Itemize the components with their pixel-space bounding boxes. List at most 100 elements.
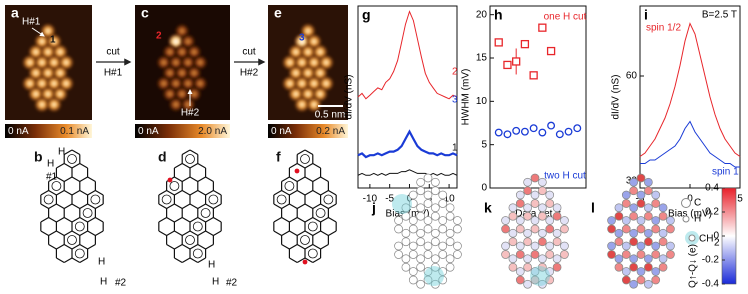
- atom: [445, 203, 455, 213]
- bond: [189, 203, 199, 210]
- atom: [607, 216, 616, 225]
- bond: [328, 216, 337, 223]
- bond: [79, 203, 88, 210]
- atom: [552, 228, 562, 238]
- atom: [508, 211, 518, 221]
- aromatic-ring: [67, 154, 77, 164]
- bond: [181, 216, 191, 223]
- atom: [636, 275, 646, 285]
- bond: [174, 243, 183, 250]
- atom: [501, 241, 510, 251]
- bond: [181, 176, 191, 183]
- bond: [205, 203, 214, 210]
- atom: [644, 262, 653, 272]
- atom: [453, 224, 462, 234]
- atom: [423, 241, 433, 251]
- atom: [538, 279, 547, 289]
- bond: [320, 189, 329, 196]
- atom: [651, 224, 661, 234]
- bond: [56, 203, 65, 210]
- marker: [564, 127, 573, 136]
- atom: [515, 250, 525, 259]
- bond: [189, 243, 199, 250]
- bond: [87, 203, 96, 210]
- bond: [273, 230, 282, 237]
- bond: [197, 176, 206, 183]
- atom: [394, 224, 403, 234]
- aromatic-ring: [323, 194, 334, 205]
- atom-label: #2: [226, 278, 238, 289]
- x-tick-label: 5: [426, 194, 432, 205]
- bond: [71, 162, 81, 169]
- bond: [87, 243, 96, 250]
- scale-bar-label: 0.5 nm: [315, 110, 346, 121]
- atom: [523, 203, 532, 213]
- bond: [71, 176, 81, 183]
- atom: [501, 224, 510, 234]
- aromatic-ring: [74, 221, 85, 232]
- bond: [71, 230, 81, 237]
- bond: [304, 230, 314, 237]
- annotation: 2: [156, 31, 162, 42]
- bond: [189, 230, 199, 237]
- legend-label: H: [694, 214, 701, 225]
- atom: [515, 224, 525, 234]
- atom: [416, 211, 425, 221]
- bond: [304, 176, 314, 183]
- bond: [312, 189, 321, 196]
- data-line: [357, 169, 458, 176]
- aromatic-ring: [315, 208, 326, 218]
- atom: [394, 216, 403, 225]
- bond: [320, 216, 329, 223]
- bond: [304, 257, 314, 264]
- annotation: 1: [50, 35, 56, 46]
- bond: [79, 216, 88, 223]
- atom: [636, 190, 646, 200]
- bond: [56, 257, 65, 264]
- bond: [40, 230, 49, 237]
- stm-lobe: [46, 97, 62, 112]
- atom: [614, 228, 624, 238]
- marker: [547, 121, 556, 130]
- atom: [515, 241, 525, 251]
- radical-dot: [302, 259, 308, 265]
- atom: [438, 224, 448, 234]
- atom: [545, 199, 555, 208]
- bond: [281, 216, 290, 223]
- bond: [296, 243, 306, 250]
- bond: [71, 243, 81, 250]
- ch2-halo: [392, 194, 412, 214]
- atom: [614, 237, 624, 247]
- bond: [166, 216, 175, 223]
- atom: [530, 267, 540, 276]
- atom: [666, 216, 675, 225]
- series-label: 2: [452, 67, 458, 78]
- bond: [273, 203, 282, 210]
- bond: [205, 230, 214, 237]
- bond: [48, 189, 57, 196]
- atom: [607, 241, 616, 251]
- bond: [63, 176, 73, 183]
- bond: [197, 243, 206, 250]
- bond: [181, 189, 191, 196]
- panel-label: l: [591, 200, 595, 216]
- atom: [644, 254, 653, 264]
- bond: [95, 216, 104, 223]
- atom: [423, 199, 433, 208]
- atom: [445, 254, 455, 264]
- bond: [48, 243, 57, 250]
- bond: [197, 216, 206, 223]
- bond: [296, 162, 306, 169]
- series-label: 1: [452, 143, 458, 154]
- bond: [71, 189, 81, 196]
- atom: [560, 224, 569, 234]
- atom: [560, 216, 569, 225]
- atom: [607, 224, 616, 234]
- aromatic-ring: [67, 235, 77, 245]
- series-label: spin 1: [712, 167, 739, 178]
- atom: [658, 211, 668, 221]
- atom: [560, 250, 569, 259]
- marker: [546, 46, 556, 56]
- legend-atom: [688, 234, 696, 242]
- atom: [423, 275, 433, 285]
